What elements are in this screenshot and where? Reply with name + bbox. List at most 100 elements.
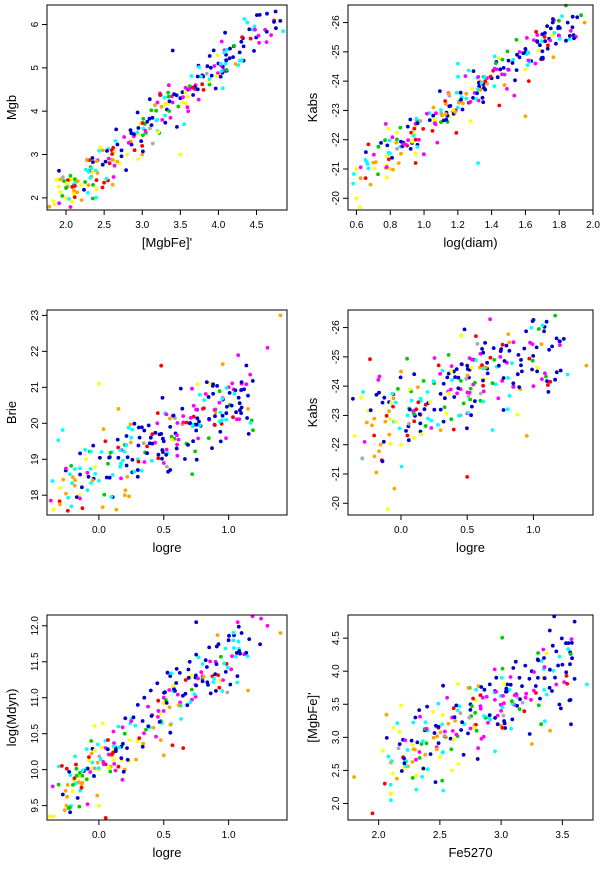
data-point <box>465 367 470 371</box>
data-point <box>520 369 524 374</box>
plot-mgbfe-vs-fe5270: 2.0 2.5 3.0 3.5 2.0 2.5 3.0 3.5 4.0 4.5 Fe5270 [Mgb… <box>305 614 594 860</box>
data-point <box>264 29 269 34</box>
data-point <box>84 457 88 462</box>
x-tick-label: 0.0 <box>394 525 408 536</box>
data-point <box>77 804 82 809</box>
data-point <box>547 685 552 690</box>
data-point <box>122 493 127 498</box>
data-point <box>518 697 522 701</box>
data-point <box>109 495 114 499</box>
data-point <box>264 40 269 44</box>
data-point <box>199 670 204 675</box>
data-point <box>547 628 552 633</box>
data-point <box>74 495 79 499</box>
data-point <box>217 685 222 690</box>
data-point <box>227 56 232 61</box>
data-point <box>281 29 285 34</box>
plot-frame <box>347 309 594 516</box>
data-point <box>449 747 454 752</box>
data-point <box>194 407 199 412</box>
data-point <box>444 117 449 122</box>
data-point <box>470 704 474 709</box>
data-point <box>351 181 355 186</box>
data-point <box>174 681 179 685</box>
data-point <box>220 689 225 693</box>
x-tick-label: 0.0 <box>92 830 106 841</box>
data-point <box>68 205 73 209</box>
data-point <box>206 395 211 399</box>
data-point <box>482 75 487 80</box>
data-point <box>129 435 134 440</box>
data-point <box>56 184 61 189</box>
data-point <box>517 50 522 54</box>
data-point <box>205 64 210 69</box>
data-point <box>442 734 447 738</box>
data-point <box>72 195 77 200</box>
data-point <box>358 176 363 181</box>
data-point <box>473 710 478 715</box>
data-point <box>214 689 218 693</box>
data-point <box>500 675 504 680</box>
data-point <box>478 704 483 709</box>
data-point <box>410 139 415 144</box>
data-point <box>101 762 106 767</box>
data-point <box>232 44 237 48</box>
data-point <box>514 37 519 42</box>
data-point <box>535 657 540 662</box>
data-point <box>188 421 193 425</box>
data-point <box>73 754 77 759</box>
data-point <box>220 396 225 401</box>
data-point <box>99 450 104 454</box>
data-point <box>441 381 446 386</box>
data-point <box>181 414 186 418</box>
data-point <box>417 756 422 760</box>
data-point <box>476 161 480 166</box>
data-point <box>544 651 549 656</box>
data-point <box>140 425 144 430</box>
data-point <box>91 183 95 187</box>
data-point <box>111 158 115 162</box>
points-mgbfe-vs-fe5270 <box>352 614 589 816</box>
data-point <box>179 717 184 721</box>
data-point <box>132 132 136 137</box>
data-point <box>476 75 481 79</box>
data-point <box>170 100 175 105</box>
data-point <box>97 754 102 759</box>
data-point <box>82 187 86 192</box>
data-point <box>79 785 84 790</box>
data-point <box>368 182 373 187</box>
data-point <box>187 659 192 664</box>
x-tick-label: 4.5 <box>250 220 264 231</box>
data-point <box>119 154 124 159</box>
data-point <box>551 669 556 673</box>
data-point <box>466 686 471 690</box>
data-point <box>446 92 451 96</box>
y-tick-label: 2.5 <box>331 763 342 777</box>
data-point <box>186 94 190 99</box>
data-point <box>374 470 379 475</box>
data-point <box>220 418 224 423</box>
data-point <box>542 676 547 681</box>
data-point <box>72 776 77 781</box>
data-point <box>137 435 142 440</box>
data-point <box>156 715 160 719</box>
data-point <box>208 381 213 386</box>
data-point <box>535 365 539 370</box>
data-point <box>258 642 262 647</box>
data-point <box>436 423 440 427</box>
data-point <box>442 405 447 410</box>
data-point <box>50 784 55 789</box>
data-point <box>418 714 422 719</box>
data-point <box>475 342 480 346</box>
data-point <box>481 350 486 355</box>
data-point <box>233 62 238 66</box>
data-point <box>60 792 65 797</box>
data-point <box>363 158 368 162</box>
data-point <box>94 159 99 164</box>
data-point <box>278 19 283 23</box>
data-point <box>559 706 563 711</box>
data-point <box>186 667 191 672</box>
data-point <box>234 654 238 659</box>
data-point <box>227 391 232 395</box>
data-point <box>522 709 527 714</box>
